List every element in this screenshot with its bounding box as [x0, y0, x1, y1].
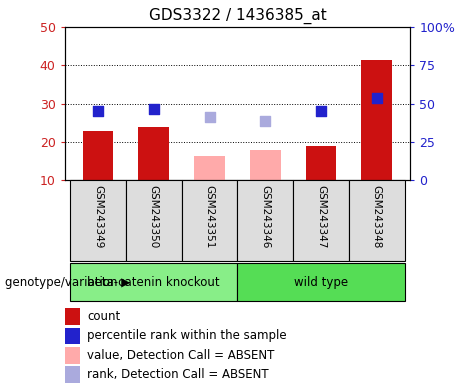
Bar — [237, 263, 405, 301]
Text: beta-catenin knockout: beta-catenin knockout — [88, 276, 220, 289]
Point — [150, 106, 158, 113]
Bar — [65, 328, 80, 344]
Bar — [65, 308, 80, 325]
Text: GSM243351: GSM243351 — [205, 185, 214, 248]
Bar — [70, 180, 126, 261]
Text: GSM243349: GSM243349 — [93, 185, 103, 248]
Bar — [250, 150, 281, 180]
Point — [373, 95, 380, 101]
Bar — [65, 366, 80, 383]
Bar — [237, 180, 293, 261]
Text: percentile rank within the sample: percentile rank within the sample — [87, 329, 287, 343]
Text: GSM243347: GSM243347 — [316, 185, 326, 248]
Point — [317, 108, 325, 114]
Text: GSM243348: GSM243348 — [372, 185, 382, 248]
Text: count: count — [87, 310, 120, 323]
Bar — [126, 180, 182, 261]
Bar — [349, 180, 405, 261]
Bar — [70, 263, 237, 301]
Text: GSM243346: GSM243346 — [260, 185, 270, 248]
Text: value, Detection Call = ABSENT: value, Detection Call = ABSENT — [87, 349, 274, 362]
Text: wild type: wild type — [294, 276, 348, 289]
Point — [95, 108, 102, 114]
Bar — [306, 146, 337, 180]
Text: GSM243350: GSM243350 — [149, 185, 159, 248]
Bar — [361, 60, 392, 180]
Text: genotype/variation ▶: genotype/variation ▶ — [5, 276, 130, 289]
Bar — [293, 180, 349, 261]
Text: rank, Detection Call = ABSENT: rank, Detection Call = ABSENT — [87, 368, 269, 381]
Bar — [83, 131, 113, 180]
Point — [261, 118, 269, 124]
Bar — [65, 347, 80, 364]
Bar — [182, 180, 237, 261]
Point — [206, 114, 213, 120]
Bar — [194, 156, 225, 180]
Bar — [138, 127, 169, 180]
Title: GDS3322 / 1436385_at: GDS3322 / 1436385_at — [148, 8, 326, 24]
